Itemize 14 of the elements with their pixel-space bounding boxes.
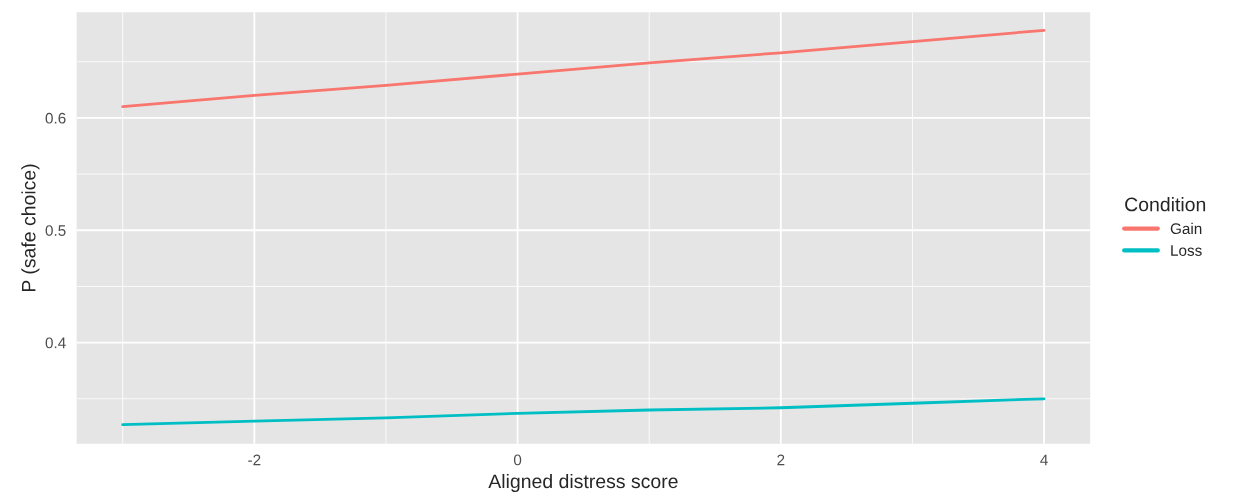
y-axis-title: P (safe choice) [21, 164, 40, 292]
x-tick-label: 2 [777, 454, 785, 466]
x-tick-label: 4 [1040, 454, 1048, 466]
line-series [121, 397, 1046, 426]
y-tick-label: 0.6 [45, 112, 66, 124]
line-series [121, 28, 1046, 109]
legend-label: Gain [1170, 222, 1202, 235]
legend-label: Loss [1171, 245, 1202, 256]
x-axis-title: Aligned distress score [488, 473, 678, 493]
y-tick-label: 0.4 [45, 337, 66, 349]
y-tick-label: 0.5 [45, 225, 66, 236]
x-tick-label: 0 [513, 454, 522, 466]
legend-title: Condition [1125, 197, 1206, 212]
x-tick-label: -2 [248, 454, 261, 466]
